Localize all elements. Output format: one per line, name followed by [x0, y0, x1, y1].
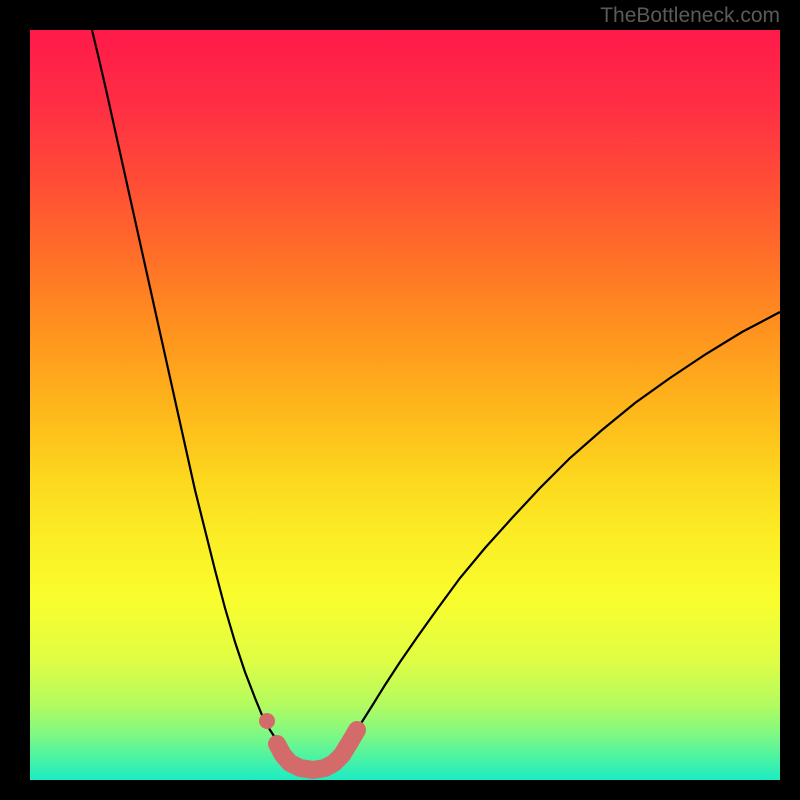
- marker-u-stroke: [277, 730, 357, 770]
- marker-dot-icon: [259, 713, 275, 729]
- plot-area: [30, 30, 780, 780]
- optimal-zone-marker: [30, 30, 780, 780]
- watermark-text: TheBottleneck.com: [600, 4, 780, 28]
